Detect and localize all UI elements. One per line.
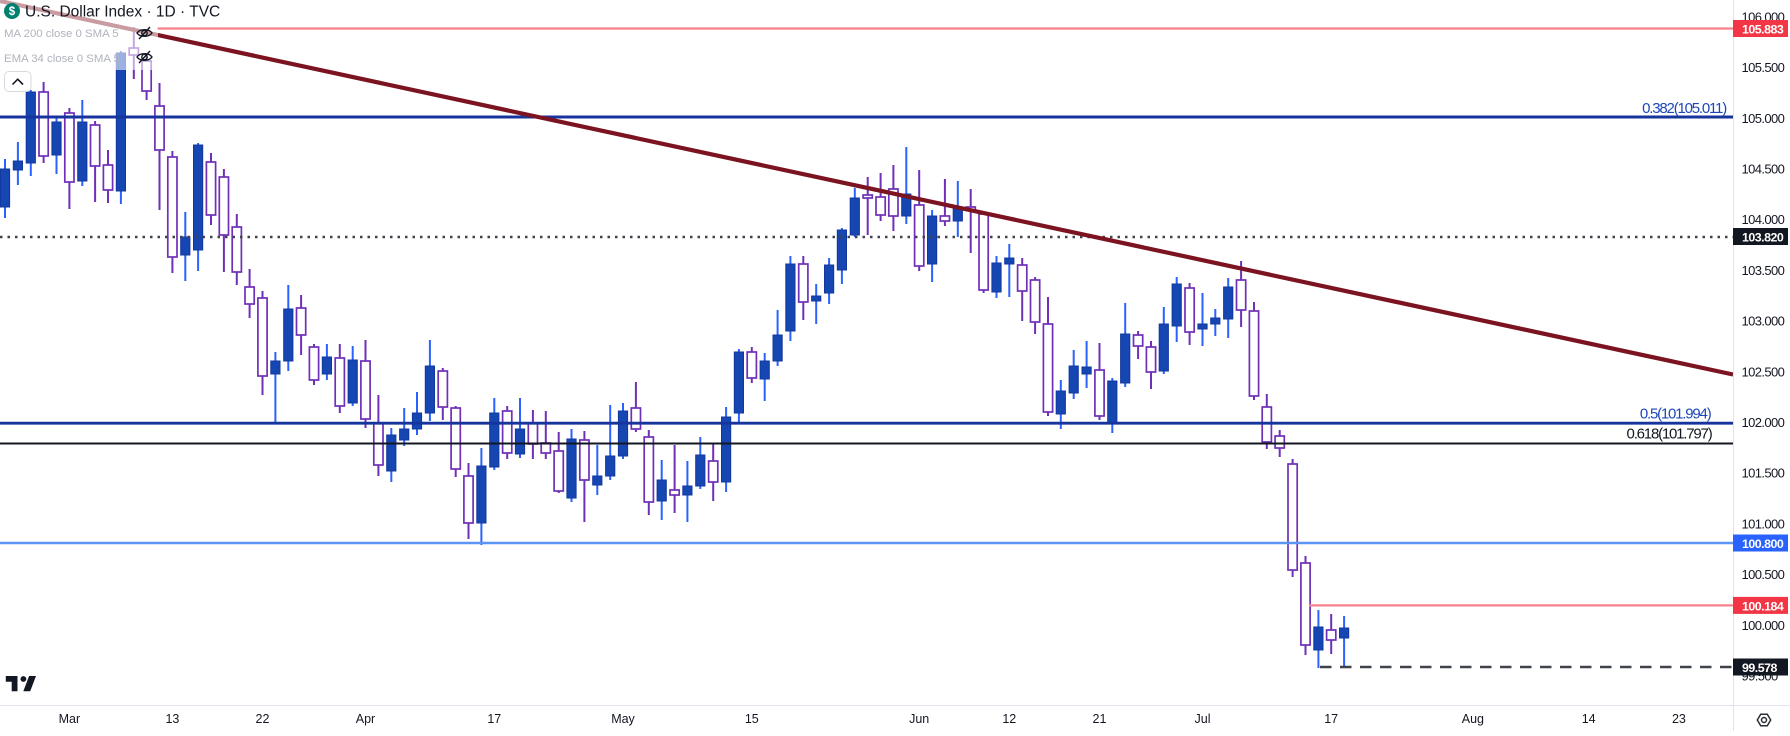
svg-text:May: May xyxy=(611,712,635,726)
svg-text:22: 22 xyxy=(256,712,270,726)
svg-text:17: 17 xyxy=(1324,712,1338,726)
svg-text:103.000: 103.000 xyxy=(1742,314,1785,329)
svg-text:102.500: 102.500 xyxy=(1742,364,1785,379)
svg-text:23: 23 xyxy=(1672,712,1686,726)
svg-text:101.500: 101.500 xyxy=(1742,466,1785,481)
svg-text:EMA 34 close 0 SMA 5: EMA 34 close 0 SMA 5 xyxy=(4,53,120,65)
svg-text:$: $ xyxy=(9,6,16,18)
svg-text:99.578: 99.578 xyxy=(1742,661,1778,675)
svg-text:MA 200 close 0 SMA 5: MA 200 close 0 SMA 5 xyxy=(4,28,119,40)
svg-text:Apr: Apr xyxy=(356,712,375,726)
svg-text:17: 17 xyxy=(487,712,501,726)
svg-text:104.000: 104.000 xyxy=(1742,212,1785,227)
svg-text:Jun: Jun xyxy=(909,712,929,726)
svg-text:12: 12 xyxy=(1002,712,1016,726)
svg-text:14: 14 xyxy=(1582,712,1596,726)
svg-text:100.500: 100.500 xyxy=(1742,567,1785,582)
svg-text:101.000: 101.000 xyxy=(1742,516,1785,531)
svg-text:Jul: Jul xyxy=(1195,712,1211,726)
svg-text:105.883: 105.883 xyxy=(1742,22,1784,36)
svg-text:105.500: 105.500 xyxy=(1742,60,1785,75)
svg-text:100.000: 100.000 xyxy=(1742,618,1785,633)
svg-text:U.S. Dollar Index · 1D · TVC: U.S. Dollar Index · 1D · TVC xyxy=(25,4,220,21)
svg-text:Mar: Mar xyxy=(59,712,81,726)
svg-text:13: 13 xyxy=(165,712,179,726)
svg-text:105.000: 105.000 xyxy=(1742,111,1785,126)
svg-text:0.382(105.011): 0.382(105.011) xyxy=(1642,100,1727,117)
svg-text:102.000: 102.000 xyxy=(1742,415,1785,430)
svg-text:103.820: 103.820 xyxy=(1742,230,1784,244)
svg-text:104.500: 104.500 xyxy=(1742,162,1785,177)
svg-text:100.184: 100.184 xyxy=(1742,599,1784,613)
svg-text:100.800: 100.800 xyxy=(1742,537,1784,551)
svg-text:15: 15 xyxy=(745,712,759,726)
svg-text:0.5(101.994): 0.5(101.994) xyxy=(1640,405,1712,422)
svg-text:Aug: Aug xyxy=(1462,712,1484,726)
svg-text:21: 21 xyxy=(1093,712,1107,726)
svg-text:0.618(101.797): 0.618(101.797) xyxy=(1627,425,1713,442)
svg-text:103.500: 103.500 xyxy=(1742,263,1785,278)
